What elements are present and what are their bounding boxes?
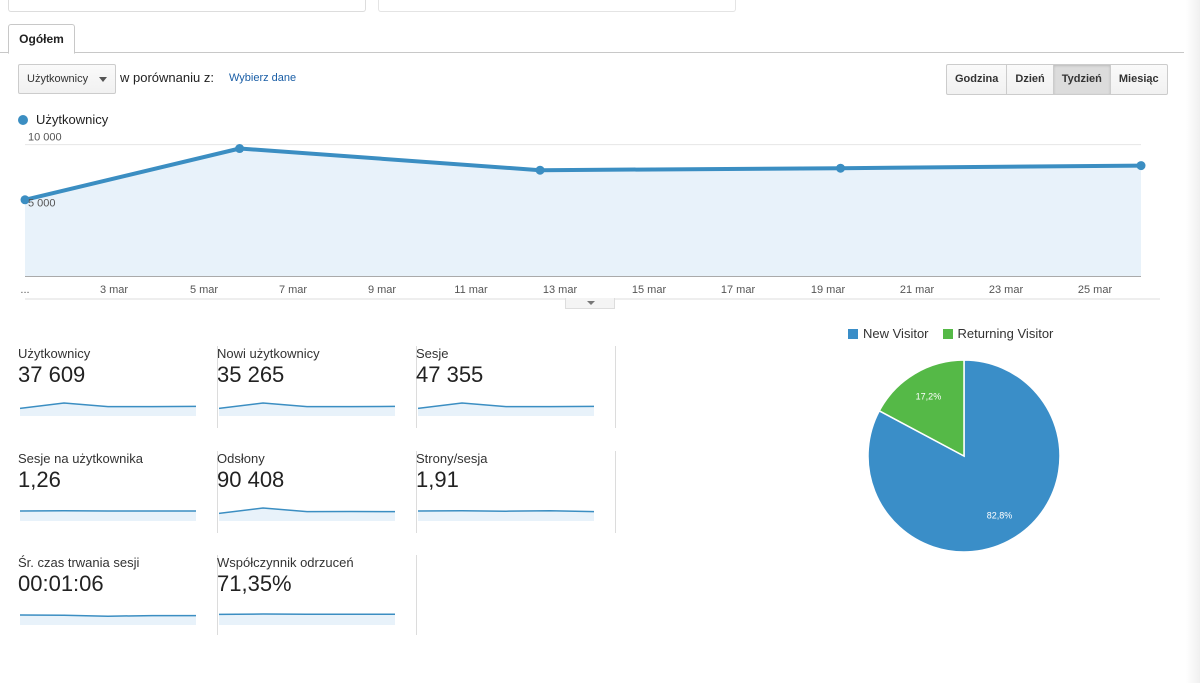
x-tick-label: 3 mar [100,284,128,296]
metric-label: Nowi użytkownicy [217,346,320,361]
sparkline-line [20,614,196,617]
metric-label: Współczynnik odrzuceń [217,555,354,570]
sparkline-area [20,403,196,416]
metric-sparkline [20,510,196,521]
tab-overview[interactable]: Ogółem [8,24,75,54]
x-tick-label: 5 mar [190,284,218,296]
sparkline-area [20,615,196,625]
pie-slice-0 [867,359,1061,553]
top-input-right[interactable] [378,0,736,12]
pie-legend-new-visitor[interactable]: New Visitor [848,326,929,341]
metric-value: 35 265 [217,362,285,387]
triangle-down-icon [587,301,595,305]
metric-label: Odsłony [217,451,265,466]
x-tick-label: 13 mar [543,284,578,296]
sparkline-line [219,507,395,515]
visitor-type-pie-chart: 82,8% 17,2% [867,359,1061,553]
sparkline-area [418,510,594,521]
chart-collapse-handle[interactable] [565,298,615,309]
sparkline-area [20,510,196,521]
metric-value: 47 355 [416,362,484,387]
period-hour-button[interactable]: Godzina [947,65,1008,94]
data-point-2 [535,165,545,175]
metric-sparkline [219,507,395,521]
pie-legend-label: Returning Visitor [957,326,1054,341]
metric-tile[interactable]: Użytkownicy 37 609 [18,346,218,428]
period-month-button[interactable]: Miesiąc [1118,73,1159,85]
x-tick-label: 21 mar [900,284,935,296]
metric-sparkline [219,613,395,625]
x-tick-label: 15 mar [632,284,667,296]
select-data-link[interactable]: Wybierz dane [229,72,297,84]
period-day-button[interactable]: Dzień [1007,65,1054,94]
sparkline-area [219,614,395,625]
x-tick-label: 23 mar [989,284,1024,296]
metric-sparkline [418,402,594,416]
data-point-3 [836,163,846,173]
metric-value: 1,91 [416,467,459,492]
x-tick-label: 19 mar [811,284,846,296]
metric-value: 90 408 [217,467,285,492]
period-week-button[interactable]: Tydzień [1053,65,1111,94]
series-area [25,148,1141,276]
pie-slice-label: 17,2% [916,392,942,402]
metric-value: 37 609 [18,362,86,387]
sparkline-area [219,508,395,521]
x-tick-label: 17 mar [721,284,756,296]
sparkline-area [418,403,594,416]
y-tick-label: 5 000 [28,197,56,209]
metric-value: 71,35% [217,571,292,596]
legend-swatch [848,328,858,339]
metric-label: Strony/sesja [416,451,488,466]
series-legend-dot [18,115,28,125]
x-tick-label: 7 mar [279,284,307,296]
pie-legend: New Visitor Returning Visitor [848,326,1053,341]
metric-label: Użytkownicy [18,346,91,361]
tab-bar: Ogółem [0,22,1184,54]
metric-tile[interactable]: Strony/sesja 1,91 [416,451,616,533]
metric-sparkline [418,510,594,521]
metric-value: 1,26 [18,467,61,492]
metric-sparkline [20,402,196,416]
metric-tile[interactable]: Śr. czas trwania sesji 00:01:06 [18,555,218,635]
metric-tile[interactable]: Nowi użytkownicy 35 265 [217,346,417,428]
series-legend-label: Użytkownicy [36,112,109,127]
x-tick-label: 11 mar [454,284,488,296]
period-selector: Godzina Dzień Tydzień Miesiąc [946,64,1168,95]
y-tick-label: 10 000 [28,132,62,144]
pie-slice-label: 82,8% [987,510,1013,520]
metric-tile[interactable]: Odsłony 90 408 [217,451,417,533]
metric-tile[interactable]: Współczynnik odrzuceń 71,35% [217,555,417,635]
metric-value: 00:01:06 [18,571,104,596]
metric-sparkline [20,614,196,625]
metric-label: Śr. czas trwania sesji [18,555,140,570]
sparkline-line [20,402,196,410]
metric-tile[interactable]: Sesje 47 355 [416,346,616,428]
sparkline-line [418,510,594,513]
pie-legend-returning-visitor[interactable]: Returning Visitor [942,326,1054,341]
sparkline-line [418,402,594,410]
metric-select[interactable]: Użytkownicy [18,64,116,94]
data-point-4 [1136,161,1146,171]
x-tick-label: ... [20,284,29,296]
legend-swatch [942,328,953,339]
x-tick-label: 25 mar [1078,284,1113,296]
compare-label: w porównaniu z: [120,70,214,85]
pie-legend-label: New Visitor [863,326,929,341]
x-tick-label: 9 mar [368,284,396,296]
metric-sparkline [219,402,395,416]
sparkline-line [219,402,395,410]
data-point-1 [235,144,245,154]
data-point-0 [20,195,30,205]
metric-select-value: Użytkownicy [27,73,89,85]
sparkline-area [219,403,395,416]
top-input-left[interactable] [8,0,366,12]
users-area-chart: 10 000 5 000... 3 mar 5 mar 7 mar 9 mar 11 mar… [20,132,1160,300]
metric-label: Sesje na użytkownika [18,451,144,466]
metric-label: Sesje [416,346,449,361]
pie-slice-1 [878,359,965,458]
scrollbar-edge [1186,0,1200,683]
metric-tile[interactable]: Sesje na użytkownika 1,26 [18,451,218,533]
chevron-down-icon [99,77,107,82]
